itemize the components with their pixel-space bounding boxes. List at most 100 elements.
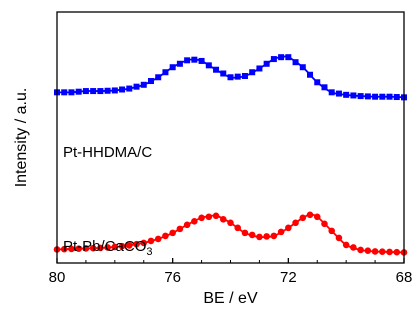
data-point <box>68 89 75 96</box>
x-tick-label: 76 <box>164 269 181 286</box>
data-point <box>306 211 314 219</box>
label-text: Pt-Pb/CaCO <box>63 238 146 255</box>
data-point <box>307 71 314 78</box>
data-point <box>335 90 342 97</box>
plot-layer <box>53 54 408 256</box>
data-point <box>249 69 256 76</box>
data-point <box>183 221 191 229</box>
data-point <box>372 93 379 100</box>
data-point <box>147 78 154 85</box>
data-point <box>89 244 97 252</box>
data-point <box>328 89 335 96</box>
data-point <box>205 62 212 69</box>
data-point <box>299 214 307 222</box>
data-point <box>104 87 111 94</box>
data-point <box>169 229 176 237</box>
data-point <box>154 235 162 243</box>
x-tick-label: 68 <box>396 269 413 286</box>
data-point <box>147 237 155 245</box>
data-point <box>393 248 401 256</box>
data-point <box>342 241 350 249</box>
data-point <box>97 244 104 252</box>
label-subscript: 3 <box>146 246 152 258</box>
data-point <box>97 88 104 95</box>
data-point <box>126 85 133 92</box>
data-point <box>321 220 328 228</box>
data-point <box>241 229 249 237</box>
data-point <box>219 216 227 223</box>
data-point <box>328 227 336 235</box>
data-point <box>234 73 241 80</box>
data-point <box>343 91 350 98</box>
data-point <box>278 54 285 61</box>
data-point <box>379 248 386 256</box>
data-point <box>60 245 68 253</box>
data-point <box>191 218 198 225</box>
data-point <box>234 224 242 232</box>
data-point <box>364 247 372 255</box>
data-point <box>292 219 299 227</box>
data-point <box>198 214 205 222</box>
data-point <box>162 232 169 240</box>
data-point <box>386 248 393 256</box>
x-tick-label: 80 <box>49 269 66 286</box>
data-point <box>227 74 234 81</box>
data-point <box>227 219 234 227</box>
data-point <box>119 86 126 93</box>
data-point <box>133 240 140 248</box>
data-point <box>313 213 321 221</box>
data-point <box>277 228 285 236</box>
data-point <box>111 243 119 251</box>
data-point <box>386 93 393 100</box>
data-point <box>176 60 183 67</box>
x-axis-label: BE / eV <box>203 290 258 307</box>
data-point <box>321 84 328 91</box>
data-point <box>198 57 205 64</box>
data-point <box>220 70 227 77</box>
data-point <box>393 94 400 101</box>
series-pt-hhdma-c <box>54 54 407 101</box>
y-axis-label: Intensity / a.u. <box>13 88 30 188</box>
data-point <box>61 89 68 96</box>
data-point <box>90 88 97 95</box>
data-point <box>292 59 299 66</box>
data-point <box>364 93 371 100</box>
data-point <box>357 246 364 254</box>
data-point <box>111 87 118 94</box>
data-point <box>162 69 169 76</box>
data-point <box>140 239 148 247</box>
data-point <box>350 92 357 99</box>
annotation-layer: Pt-HHDMA/C Pt-Pb/CaCO3 <box>63 144 152 258</box>
data-point <box>379 93 386 100</box>
data-point <box>104 244 111 251</box>
data-point <box>350 244 357 251</box>
data-point <box>184 57 191 64</box>
data-point <box>82 88 89 95</box>
data-point <box>285 224 292 232</box>
data-point <box>125 242 133 249</box>
data-point <box>241 73 248 80</box>
data-point <box>213 66 220 73</box>
data-point <box>155 74 162 81</box>
data-point <box>335 234 343 242</box>
data-point <box>118 242 126 250</box>
data-point <box>314 79 321 86</box>
data-point <box>212 212 220 220</box>
data-point <box>68 245 75 253</box>
data-point <box>263 60 270 67</box>
data-point <box>263 233 270 240</box>
data-point <box>299 64 306 71</box>
data-point <box>140 81 147 88</box>
data-point <box>256 65 263 72</box>
data-point <box>133 83 140 90</box>
data-point <box>205 213 213 221</box>
label-pt-hhdma-c: Pt-HHDMA/C <box>63 144 152 161</box>
data-point <box>285 54 292 61</box>
axis-layer: 80 76 72 68 <box>49 258 413 286</box>
data-point <box>248 231 256 239</box>
data-point <box>357 93 364 100</box>
data-point <box>169 64 176 71</box>
data-point <box>191 56 198 63</box>
